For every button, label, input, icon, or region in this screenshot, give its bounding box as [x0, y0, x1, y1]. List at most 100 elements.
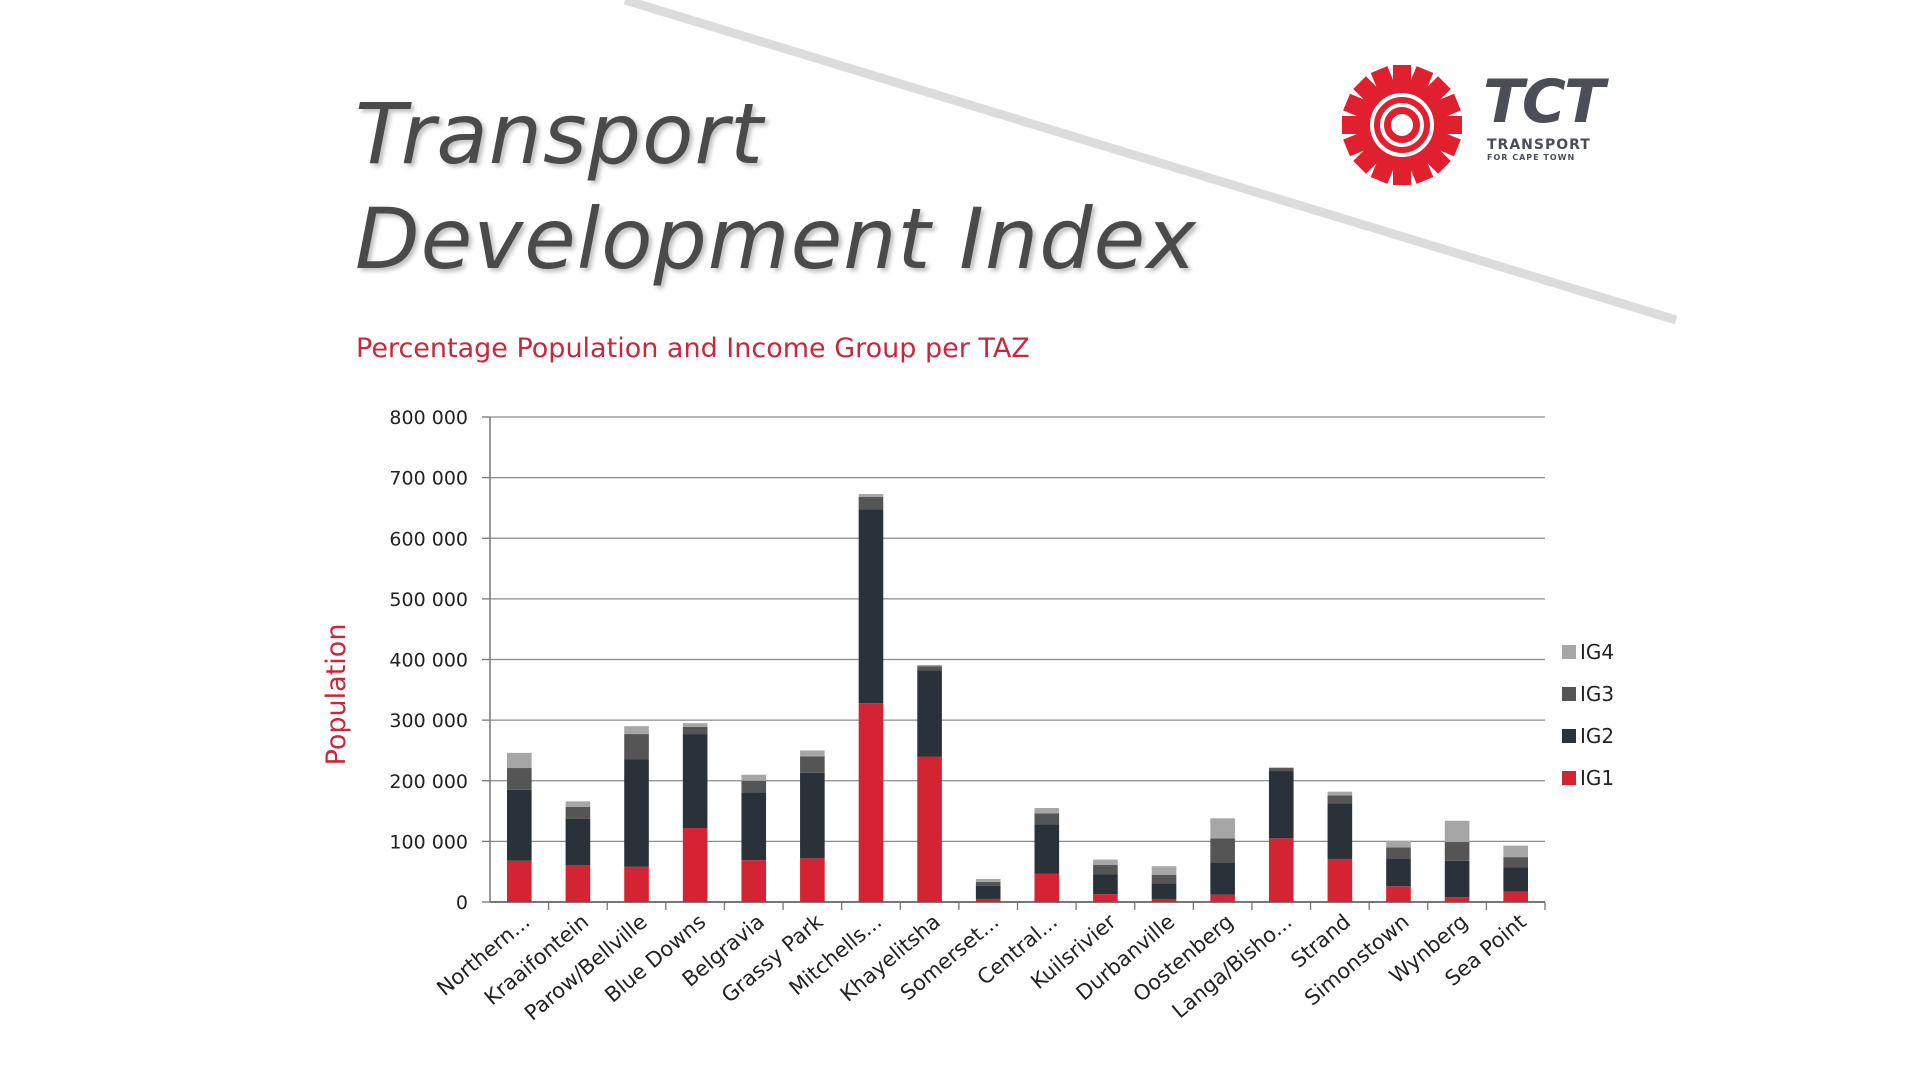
bar-segment-ig4	[1444, 820, 1470, 842]
bar-segment-ig1	[1151, 898, 1177, 902]
legend-label-ig4: IG4	[1580, 640, 1614, 664]
bar-segment-ig3	[1503, 857, 1529, 868]
bar-segment-ig1	[1503, 891, 1529, 902]
y-tick-label: 200 000	[389, 771, 468, 793]
bar-segment-ig3	[1034, 813, 1060, 825]
slide-title-line-2: Development Index	[355, 190, 1197, 288]
logo-wordmark: TCT	[1483, 67, 1605, 137]
tct-logo-emblem-icon	[1342, 65, 1462, 185]
bar-segment-ig2	[741, 792, 767, 861]
bar-segment-ig1	[741, 860, 767, 902]
bar-segment-ig4	[1210, 818, 1235, 839]
chart-subtitle: Percentage Population and Income Group p…	[356, 333, 1030, 364]
y-tick-label: 300 000	[389, 710, 468, 732]
bar-segment-ig3	[506, 768, 532, 790]
bar-segment-ig2	[1268, 771, 1294, 839]
y-tick-label: 500 000	[389, 589, 468, 611]
legend-swatch-ig4	[1562, 645, 1576, 659]
bar-segment-ig1	[858, 703, 884, 902]
bar-segment-ig1	[1268, 838, 1294, 902]
bar-segment-ig4	[1093, 859, 1118, 866]
bar-segment-ig3	[1093, 865, 1118, 875]
slide-title-line-1: Transport	[355, 85, 764, 183]
bar-segment-ig2	[975, 885, 1001, 899]
legend-label-ig2: IG2	[1580, 724, 1614, 748]
y-tick-label: 0	[456, 892, 468, 914]
bar-segment-ig3	[975, 881, 1001, 886]
bar-segment-ig3	[1151, 874, 1177, 884]
bar-segment-ig4	[1034, 808, 1060, 814]
bar-segment-ig2	[1093, 874, 1118, 895]
bar-segment-ig4	[858, 493, 884, 498]
bar-segment-ig1	[506, 860, 532, 902]
y-tick-label: 400 000	[389, 650, 468, 672]
bar-segment-ig4	[975, 878, 1001, 882]
bar-segment-ig2	[1444, 860, 1470, 898]
bar-segment-ig2	[1151, 883, 1177, 899]
bar-segment-ig3	[1210, 838, 1235, 863]
bar-segment-ig3	[1386, 847, 1411, 859]
bar-segment-ig1	[1327, 858, 1353, 902]
bar-segment-ig1	[565, 865, 591, 902]
bar-segment-ig4	[741, 774, 767, 781]
bar-segment-ig2	[1327, 803, 1353, 859]
bar-segment-ig2	[1034, 824, 1060, 874]
bar-segment-ig3	[858, 497, 884, 510]
bar-segment-ig4	[1386, 840, 1411, 848]
bar-segment-ig2	[565, 818, 591, 866]
bar-segment-ig3	[1268, 768, 1294, 772]
bar-segment-ig3	[741, 780, 767, 793]
y-tick-label: 600 000	[389, 528, 468, 550]
bar-segment-ig4	[1503, 845, 1529, 858]
bar-segment-ig2	[506, 789, 532, 861]
y-tick-label: 800 000	[389, 407, 468, 429]
bar-segment-ig3	[917, 666, 942, 671]
bar-segment-ig2	[858, 509, 884, 704]
bar-segment-ig1	[1093, 894, 1118, 902]
bar-segment-ig4	[917, 664, 942, 667]
bar-segment-ig1	[1034, 873, 1060, 902]
bar-segment-ig2	[1386, 858, 1411, 887]
bar-segment-ig4	[506, 752, 532, 769]
bar-segment-ig3	[800, 756, 825, 773]
bar-segment-ig1	[975, 898, 1001, 902]
bar-segment-ig4	[1151, 866, 1177, 875]
bar-segment-ig3	[624, 734, 649, 760]
bar-segment-ig2	[1503, 867, 1529, 892]
legend-label-ig1: IG1	[1580, 766, 1614, 790]
bar-segment-ig4	[800, 750, 825, 757]
bar-segment-ig3	[682, 726, 708, 735]
legend-swatch-ig2	[1562, 729, 1576, 743]
logo-tagline-small: FOR CAPE TOWN	[1487, 153, 1576, 162]
bar-segment-ig1	[682, 828, 708, 902]
bar-segment-ig4	[565, 801, 591, 807]
y-tick-label: 100 000	[389, 831, 468, 853]
y-tick-label: 700 000	[389, 468, 468, 490]
legend-swatch-ig1	[1562, 771, 1576, 785]
y-axis-title: Population	[321, 624, 352, 766]
bar-segment-ig2	[917, 670, 942, 757]
bar-segment-ig4	[1327, 791, 1353, 796]
bar-segment-ig1	[917, 756, 942, 902]
legend-swatch-ig3	[1562, 687, 1576, 701]
bar-segment-ig1	[1210, 894, 1235, 902]
bar-segment-ig2	[624, 759, 649, 867]
bar-segment-ig1	[800, 858, 825, 902]
bar-segment-ig2	[1210, 862, 1235, 895]
bar-segment-ig3	[1444, 841, 1470, 861]
bar-segment-ig4	[1268, 767, 1294, 769]
bar-segment-ig3	[1327, 795, 1353, 804]
logo-tagline: TRANSPORT	[1487, 137, 1591, 153]
bar-segment-ig3	[565, 806, 591, 819]
tct-logo	[1330, 60, 1630, 190]
bar-segment-ig1	[1444, 897, 1470, 902]
bar-segment-ig2	[800, 772, 825, 859]
bar-segment-ig1	[1386, 886, 1411, 902]
bar-segment-ig4	[624, 726, 649, 735]
bar-segment-ig2	[682, 734, 708, 829]
bar-segment-ig1	[624, 866, 649, 902]
bar-segment-ig4	[682, 723, 708, 727]
